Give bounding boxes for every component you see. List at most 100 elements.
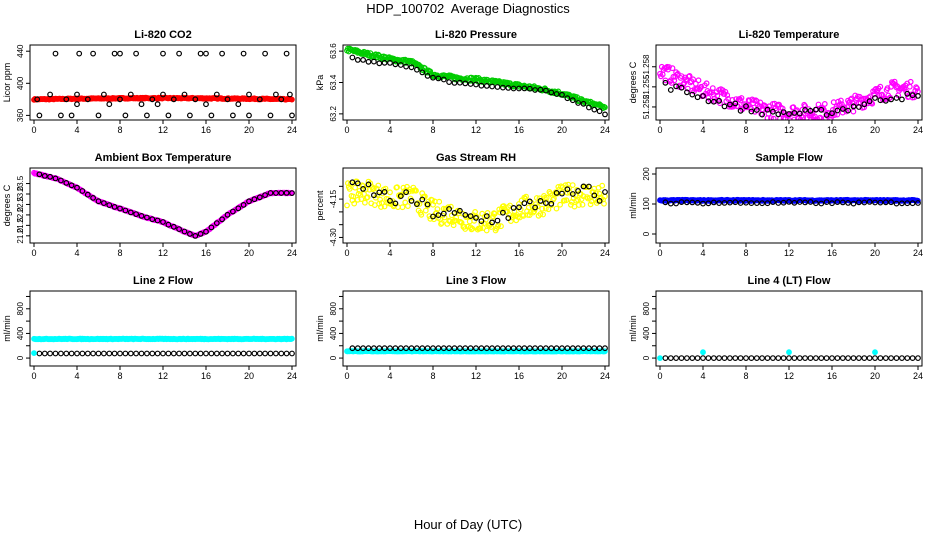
li820-pressure-samples-point: [365, 58, 372, 65]
gas-stream-rh-average-point: [360, 183, 367, 190]
line4-lt-flow-samples-point: [759, 355, 765, 362]
sample-flow-xtick-label: 24: [913, 248, 923, 258]
li820-co2-samples-point: [219, 50, 226, 57]
sample-flow-samples-point: [829, 200, 835, 207]
line3-flow-samples-point: [483, 345, 490, 352]
li820-co2-samples-point: [117, 50, 123, 57]
gas-stream-rh-samples-point: [381, 188, 388, 195]
line4-lt-flow-samples-point: [818, 355, 825, 362]
li820-pressure-samples-point: [526, 85, 533, 92]
line2-flow-samples-point: [154, 350, 161, 357]
line2-flow-samples-point: [138, 350, 145, 357]
line3-flow-samples-point: [510, 345, 517, 352]
line2-flow-ylabel: ml/min: [2, 315, 12, 342]
line4-lt-flow-xtick-label: 16: [827, 371, 837, 381]
line2-flow-samples-point: [176, 350, 183, 357]
line3-flow-samples-point: [478, 345, 485, 352]
sample-flow-samples-point: [834, 199, 841, 206]
li820-temperature-average-point: [821, 106, 827, 113]
li820-pressure-samples-point: [575, 100, 581, 106]
gas-stream-rh-average-point: [370, 186, 376, 193]
gas-stream-rh-average-point: [350, 193, 357, 200]
gas-stream-rh-ytick-label: -4.15: [329, 189, 338, 208]
li820-pressure-xtick-label: 24: [600, 125, 610, 135]
li820-co2-samples-point: [68, 112, 75, 119]
line4-lt-flow-samples-point: [775, 355, 782, 362]
gas-stream-rh-average-point: [569, 182, 576, 189]
gas-stream-rh-samples-point: [586, 183, 592, 190]
li820-co2-samples-point: [117, 96, 123, 103]
li820-co2-series-group: [31, 50, 295, 119]
line4-lt-flow-samples-point: [856, 355, 862, 362]
li820-co2-samples-point: [74, 91, 80, 98]
line4-lt-flow-samples-point: [721, 355, 728, 362]
line4-lt-flow-ytick-label: 0: [642, 355, 651, 360]
gas-stream-rh-average-point: [516, 201, 522, 207]
li820-temperature-samples-point: [807, 107, 814, 114]
gas-stream-rh-average-point: [491, 210, 498, 217]
sample-flow-samples-point: [893, 200, 900, 207]
ambient-box-temperature-samples-point: [138, 212, 145, 219]
li820-pressure-samples-point: [440, 76, 447, 83]
line3-flow-samples-point: [516, 345, 522, 352]
line3-flow-samples-point: [376, 345, 383, 352]
gas-stream-rh-samples-point: [365, 181, 372, 188]
sample-flow-title: Sample Flow: [755, 152, 823, 164]
line4-lt-flow-samples-point: [813, 355, 819, 362]
li820-temperature-samples-point: [829, 110, 835, 117]
li820-temperature-samples-point: [802, 106, 808, 113]
gas-stream-rh-average-point: [525, 204, 532, 211]
ambient-box-temperature-ytick-label: 22.0: [16, 207, 25, 223]
ambient-box-temperature-samples-point: [262, 192, 269, 199]
li820-temperature-average-point: [686, 72, 693, 79]
sample-flow-samples-point: [732, 199, 739, 206]
gas-stream-rh-average-point: [466, 218, 473, 225]
li820-temperature-average-point: [709, 85, 716, 91]
line2-flow-ytick-label: 400: [16, 326, 25, 340]
ambient-box-temperature-samples-point: [192, 232, 199, 239]
li820-temperature-average-point: [724, 92, 731, 99]
sample-flow-samples-point: [678, 199, 685, 206]
line3-flow-samples-point: [360, 345, 367, 352]
li820-temperature-samples-point: [888, 96, 894, 103]
gas-stream-rh-average-point: [344, 202, 350, 209]
gas-stream-rh-average-point: [537, 211, 544, 217]
li820-co2-samples-point: [181, 91, 188, 98]
li820-temperature-title: Li-820 Temperature: [739, 29, 840, 41]
line3-flow-samples-point: [569, 345, 576, 352]
ambient-box-temperature-samples-point: [95, 198, 102, 205]
li820-co2-samples-point: [197, 50, 204, 57]
ambient-box-temperature-ytick-label: 21.5: [16, 217, 25, 233]
ambient-box-temperature-ytick-label: 21.0: [16, 227, 25, 243]
gas-stream-rh-samples-point: [435, 212, 442, 219]
gas-stream-rh-samples-point: [591, 192, 598, 199]
ambient-box-temperature-samples-point: [197, 230, 204, 237]
line4-lt-flow-average-point: [700, 349, 706, 356]
line4-lt-flow-samples-point: [748, 355, 755, 362]
li820-temperature-samples-point: [748, 108, 755, 115]
gas-stream-rh-samples-point: [500, 209, 506, 216]
line4-lt-flow-samples-point: [753, 355, 760, 362]
gas-stream-rh-average-point: [399, 204, 406, 211]
gas-stream-rh-samples-point: [478, 218, 485, 225]
line4-lt-flow-xtick-label: 24: [913, 371, 923, 381]
li820-pressure-xtick-label: 16: [514, 125, 524, 135]
gas-stream-rh-samples-point: [360, 185, 367, 192]
li820-pressure-samples-point: [569, 97, 576, 104]
li820-temperature-samples-point: [662, 79, 669, 86]
gas-stream-rh-samples-point: [419, 196, 426, 203]
line2-flow-samples-point: [273, 350, 279, 357]
sample-flow-samples-point: [780, 199, 787, 206]
gas-stream-rh-title: Gas Stream RH: [436, 152, 516, 164]
sample-flow-samples-point: [753, 200, 760, 207]
li820-pressure-xtick-label: 4: [387, 125, 392, 135]
line3-flow-samples-point: [532, 345, 538, 352]
line3-flow-ytick-label: 0: [329, 355, 338, 360]
ambient-box-temperature-samples-point: [229, 208, 236, 215]
ambient-box-temperature-samples-point: [278, 190, 285, 196]
line2-flow-samples-point: [278, 350, 285, 357]
li820-temperature-average-point: [786, 117, 793, 120]
li820-temperature-samples-point: [877, 97, 884, 104]
line4-lt-flow-samples-point: [684, 355, 690, 362]
li820-pressure-samples-point: [532, 87, 538, 93]
